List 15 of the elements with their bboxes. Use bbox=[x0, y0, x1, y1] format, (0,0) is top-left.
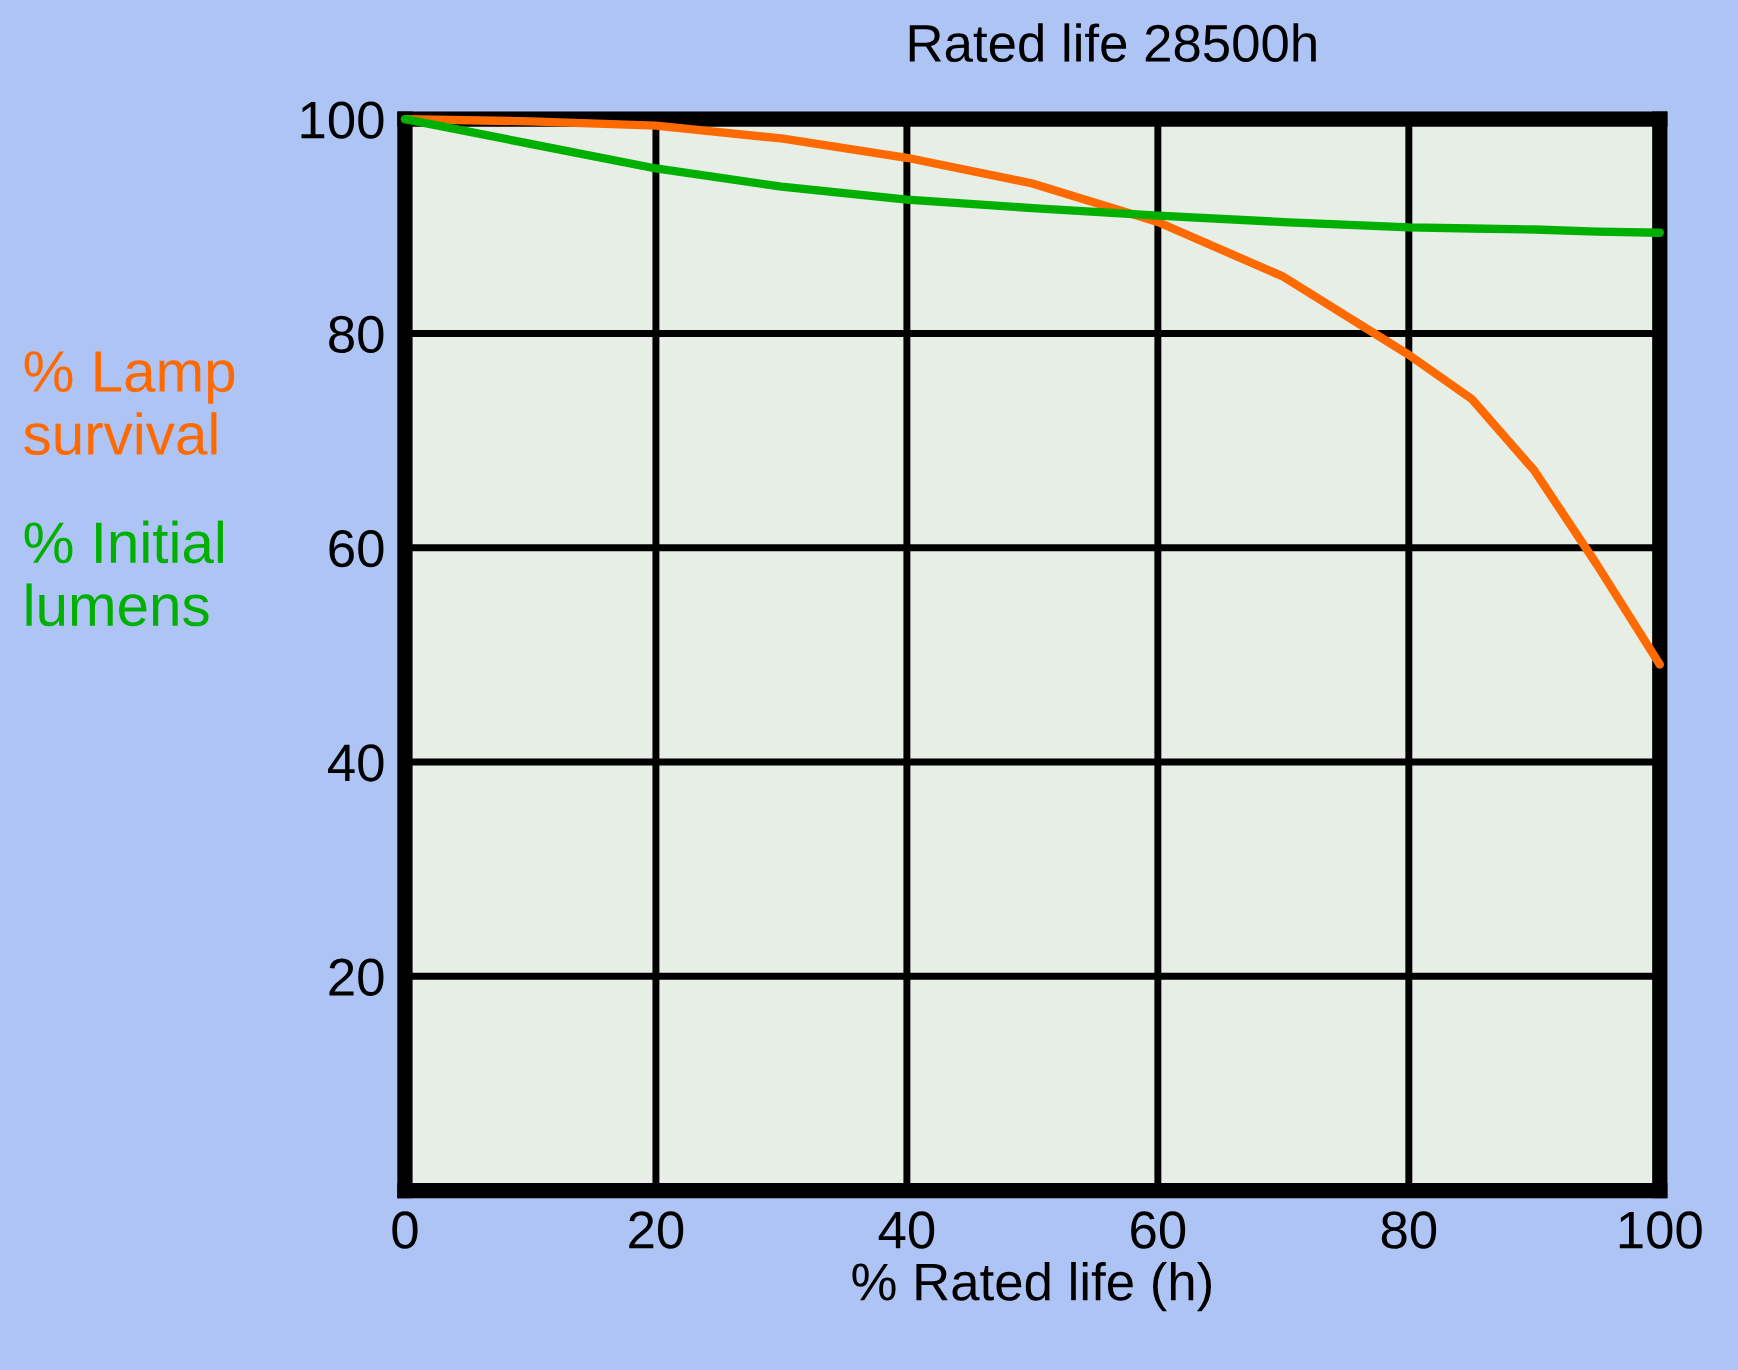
y-tick-label: 20 bbox=[329, 958, 384, 996]
x-tick-label: 100 bbox=[1619, 1211, 1702, 1249]
x-tick-label: 0 bbox=[392, 1211, 418, 1249]
x-tick-label: 40 bbox=[878, 1211, 935, 1249]
x-tick-label: 60 bbox=[1131, 1211, 1186, 1249]
chart-title: Rated life 28500h bbox=[909, 23, 1316, 63]
y-tick-label: 60 bbox=[329, 530, 384, 568]
y-tick-label: 100 bbox=[301, 101, 384, 139]
text: % Initial lumens bbox=[24, 520, 223, 627]
x-tick-label: 80 bbox=[1381, 1211, 1437, 1249]
x-axis-title: % Rated life (h) bbox=[852, 1261, 1211, 1312]
text: % Lamp survival bbox=[24, 351, 235, 456]
x-tick-label: 20 bbox=[629, 1211, 684, 1249]
y-tick-label: 80 bbox=[329, 315, 384, 354]
y-tick-label: 40 bbox=[328, 744, 384, 782]
